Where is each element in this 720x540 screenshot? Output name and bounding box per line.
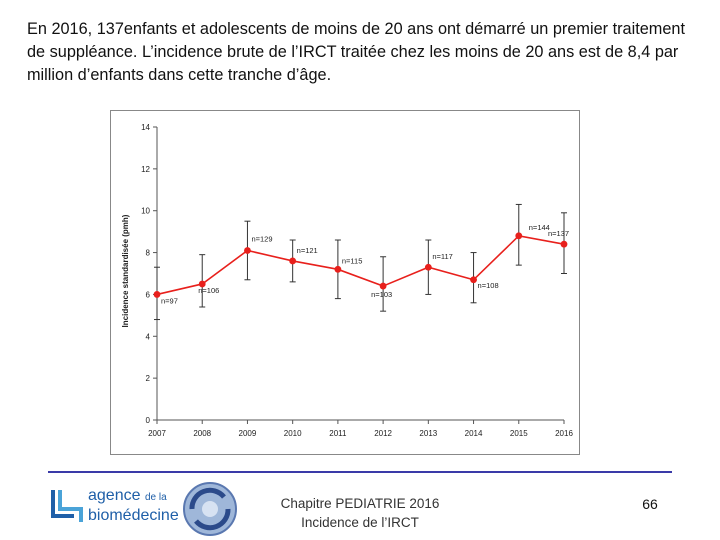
data-point xyxy=(153,291,161,298)
logo-mark-icon xyxy=(51,490,83,522)
page-number: 66 xyxy=(642,496,658,512)
y-tick-label: 4 xyxy=(146,332,151,341)
data-point xyxy=(198,280,206,288)
y-axis: 0 2 4 6 8 10 12 14 xyxy=(141,123,158,425)
x-tick-label: 2016 xyxy=(555,429,573,438)
data-label: n=121 xyxy=(297,246,318,255)
chart-frame: 0 2 4 6 8 10 12 14 2007 2008 2009 2010 2011 2012 2013… xyxy=(110,110,580,455)
y-axis-label: Incidence standardisée (pmh) xyxy=(121,214,130,327)
x-tick-label: 2007 xyxy=(148,429,166,438)
data-label: n=106 xyxy=(198,286,219,295)
x-tick-label: 2014 xyxy=(465,429,483,438)
logo-word-de-la: de la xyxy=(144,492,167,503)
y-tick-label: 0 xyxy=(146,416,151,425)
pediatrie-emblem-icon xyxy=(183,482,237,536)
footer-divider xyxy=(48,471,672,473)
x-axis: 2007 2008 2009 2010 2011 2012 2013 2014 2015 2016 xyxy=(148,419,573,438)
footer-chapter: Chapitre PEDIATRIE 2016 Incidence de l’I… xyxy=(260,494,460,532)
data-point xyxy=(470,276,477,284)
data-label: n=137 xyxy=(548,229,569,238)
footer-chapter-title: Chapitre PEDIATRIE 2016 xyxy=(280,496,440,511)
x-tick-label: 2012 xyxy=(374,429,392,438)
y-tick-label: 2 xyxy=(146,374,151,383)
x-tick-label: 2008 xyxy=(193,429,211,438)
data-label: n=144 xyxy=(529,223,550,232)
data-point xyxy=(334,265,342,273)
data-label: n=97 xyxy=(161,296,178,305)
y-tick-label: 10 xyxy=(141,207,150,216)
data-label: n=117 xyxy=(432,252,453,261)
agence-biomedecine-logo: agence de la biomédecine xyxy=(50,484,180,528)
incidence-line-chart: 0 2 4 6 8 10 12 14 2007 2008 2009 2010 2011 2012 2013… xyxy=(121,123,573,438)
data-labels: n=97 n=106 n=129 n=121 n=115 n=103 n=117 n=108 n… xyxy=(161,223,569,306)
data-label: n=103 xyxy=(371,290,392,299)
x-tick-label: 2011 xyxy=(329,429,347,438)
x-tick-label: 2015 xyxy=(510,429,528,438)
x-tick-label: 2010 xyxy=(284,429,302,438)
data-point xyxy=(244,247,251,254)
data-label: n=129 xyxy=(251,234,272,243)
data-point xyxy=(424,263,432,271)
series-points xyxy=(153,232,568,298)
intro-paragraph: En 2016, 137enfants et adolescents de mo… xyxy=(27,20,685,84)
y-tick-label: 14 xyxy=(141,123,150,132)
x-tick-label: 2009 xyxy=(239,429,257,438)
series-polyline xyxy=(156,234,565,296)
logo-word-agence: agence xyxy=(88,487,141,504)
y-tick-label: 6 xyxy=(146,290,151,299)
series-line xyxy=(156,234,565,296)
data-point xyxy=(560,240,568,248)
logo-word-biomedecine: biomédecine xyxy=(88,507,179,524)
data-point xyxy=(515,232,523,240)
data-label: n=108 xyxy=(478,281,499,290)
data-point xyxy=(379,282,387,290)
data-label: n=115 xyxy=(342,256,363,265)
x-tick-label: 2013 xyxy=(419,429,437,438)
y-tick-label: 8 xyxy=(146,249,151,258)
footer-chapter-subtitle: Incidence de l’IRCT xyxy=(301,515,419,530)
y-tick-label: 12 xyxy=(141,165,150,174)
data-point xyxy=(289,257,297,265)
